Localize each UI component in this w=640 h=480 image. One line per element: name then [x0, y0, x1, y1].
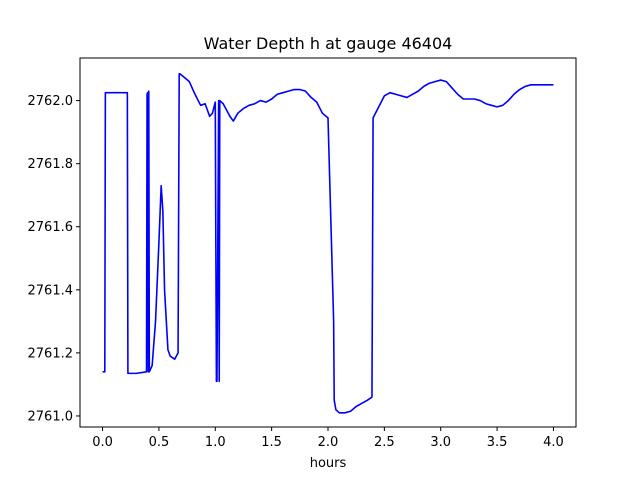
x-tick-label: 2.5	[374, 435, 395, 450]
x-tick-label: 2.0	[318, 435, 339, 450]
y-tick-label: 2761.0	[28, 409, 74, 424]
chart-title: Water Depth h at gauge 46404	[204, 34, 453, 53]
x-tick-label: 3.5	[487, 435, 508, 450]
x-tick-label: 4.0	[543, 435, 564, 450]
x-tick-label: 3.0	[430, 435, 451, 450]
y-tick-label: 2761.4	[28, 283, 74, 298]
y-tick-label: 2762.0	[28, 94, 74, 109]
y-tick-label: 2761.2	[28, 346, 74, 361]
x-tick-label: 0.5	[149, 435, 170, 450]
x-tick-label: 1.0	[205, 435, 226, 450]
plot-frame	[79, 57, 577, 428]
plot-area	[102, 72, 554, 414]
x-tick-label: 1.5	[261, 435, 282, 450]
y-tick-label: 2761.8	[28, 157, 74, 172]
x-axis-label: hours	[310, 456, 347, 471]
y-tick-label: 2761.6	[28, 220, 74, 235]
x-tick-label: 0.0	[92, 435, 113, 450]
y-axis: 2761.0 2761.2 2761.4 2761.6 2761.8 2762.0	[28, 94, 80, 424]
series-line	[102, 72, 554, 414]
x-axis: 0.0 0.5 1.0 1.5 2.0 2.5 3.0 3.5 4.0	[92, 427, 564, 450]
